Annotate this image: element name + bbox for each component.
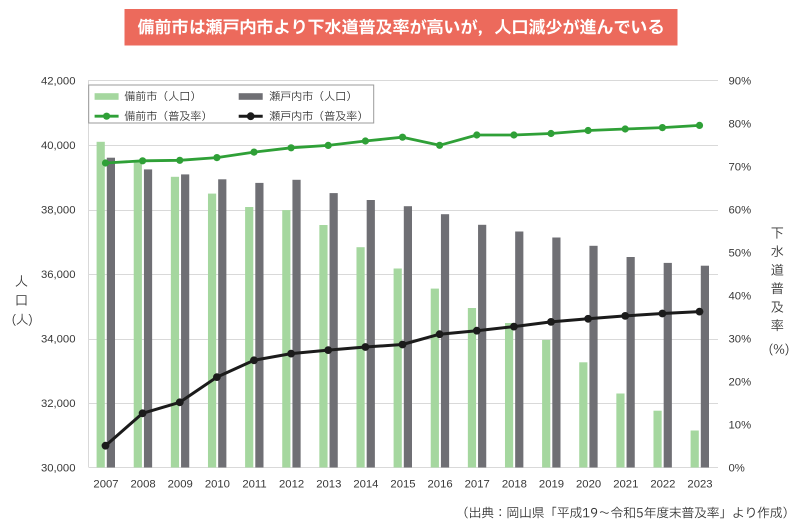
svg-text:34,000: 34,000 bbox=[41, 334, 76, 346]
svg-text:2007: 2007 bbox=[93, 479, 118, 491]
svg-text:40,000: 40,000 bbox=[41, 140, 76, 152]
svg-text:90%: 90% bbox=[729, 76, 752, 88]
svg-text:36,000: 36,000 bbox=[41, 269, 76, 281]
svg-text:2022: 2022 bbox=[650, 479, 675, 491]
svg-text:80%: 80% bbox=[729, 119, 752, 131]
svg-text:38,000: 38,000 bbox=[41, 205, 76, 217]
svg-text:50%: 50% bbox=[729, 248, 752, 260]
svg-text:70%: 70% bbox=[729, 162, 752, 174]
svg-text:2015: 2015 bbox=[390, 479, 415, 491]
svg-text:2014: 2014 bbox=[353, 479, 378, 491]
svg-text:2011: 2011 bbox=[242, 479, 266, 491]
svg-text:0%: 0% bbox=[729, 463, 745, 475]
svg-text:10%: 10% bbox=[729, 420, 752, 432]
svg-text:20%: 20% bbox=[729, 377, 752, 389]
svg-text:2018: 2018 bbox=[502, 479, 527, 491]
svg-text:2019: 2019 bbox=[539, 479, 564, 491]
svg-text:2009: 2009 bbox=[168, 479, 193, 491]
svg-text:32,000: 32,000 bbox=[41, 398, 76, 410]
svg-text:2021: 2021 bbox=[613, 479, 638, 491]
svg-text:30,000: 30,000 bbox=[41, 463, 76, 475]
svg-text:2008: 2008 bbox=[131, 479, 156, 491]
svg-text:2020: 2020 bbox=[576, 479, 601, 491]
svg-text:60%: 60% bbox=[729, 205, 752, 217]
svg-text:2012: 2012 bbox=[279, 479, 304, 491]
svg-text:2016: 2016 bbox=[428, 479, 453, 491]
svg-text:2023: 2023 bbox=[687, 479, 712, 491]
svg-text:2013: 2013 bbox=[316, 479, 341, 491]
svg-text:42,000: 42,000 bbox=[41, 76, 76, 88]
svg-text:2010: 2010 bbox=[205, 479, 230, 491]
svg-text:2017: 2017 bbox=[465, 479, 490, 491]
svg-text:30%: 30% bbox=[729, 334, 752, 346]
svg-text:40%: 40% bbox=[729, 291, 752, 303]
